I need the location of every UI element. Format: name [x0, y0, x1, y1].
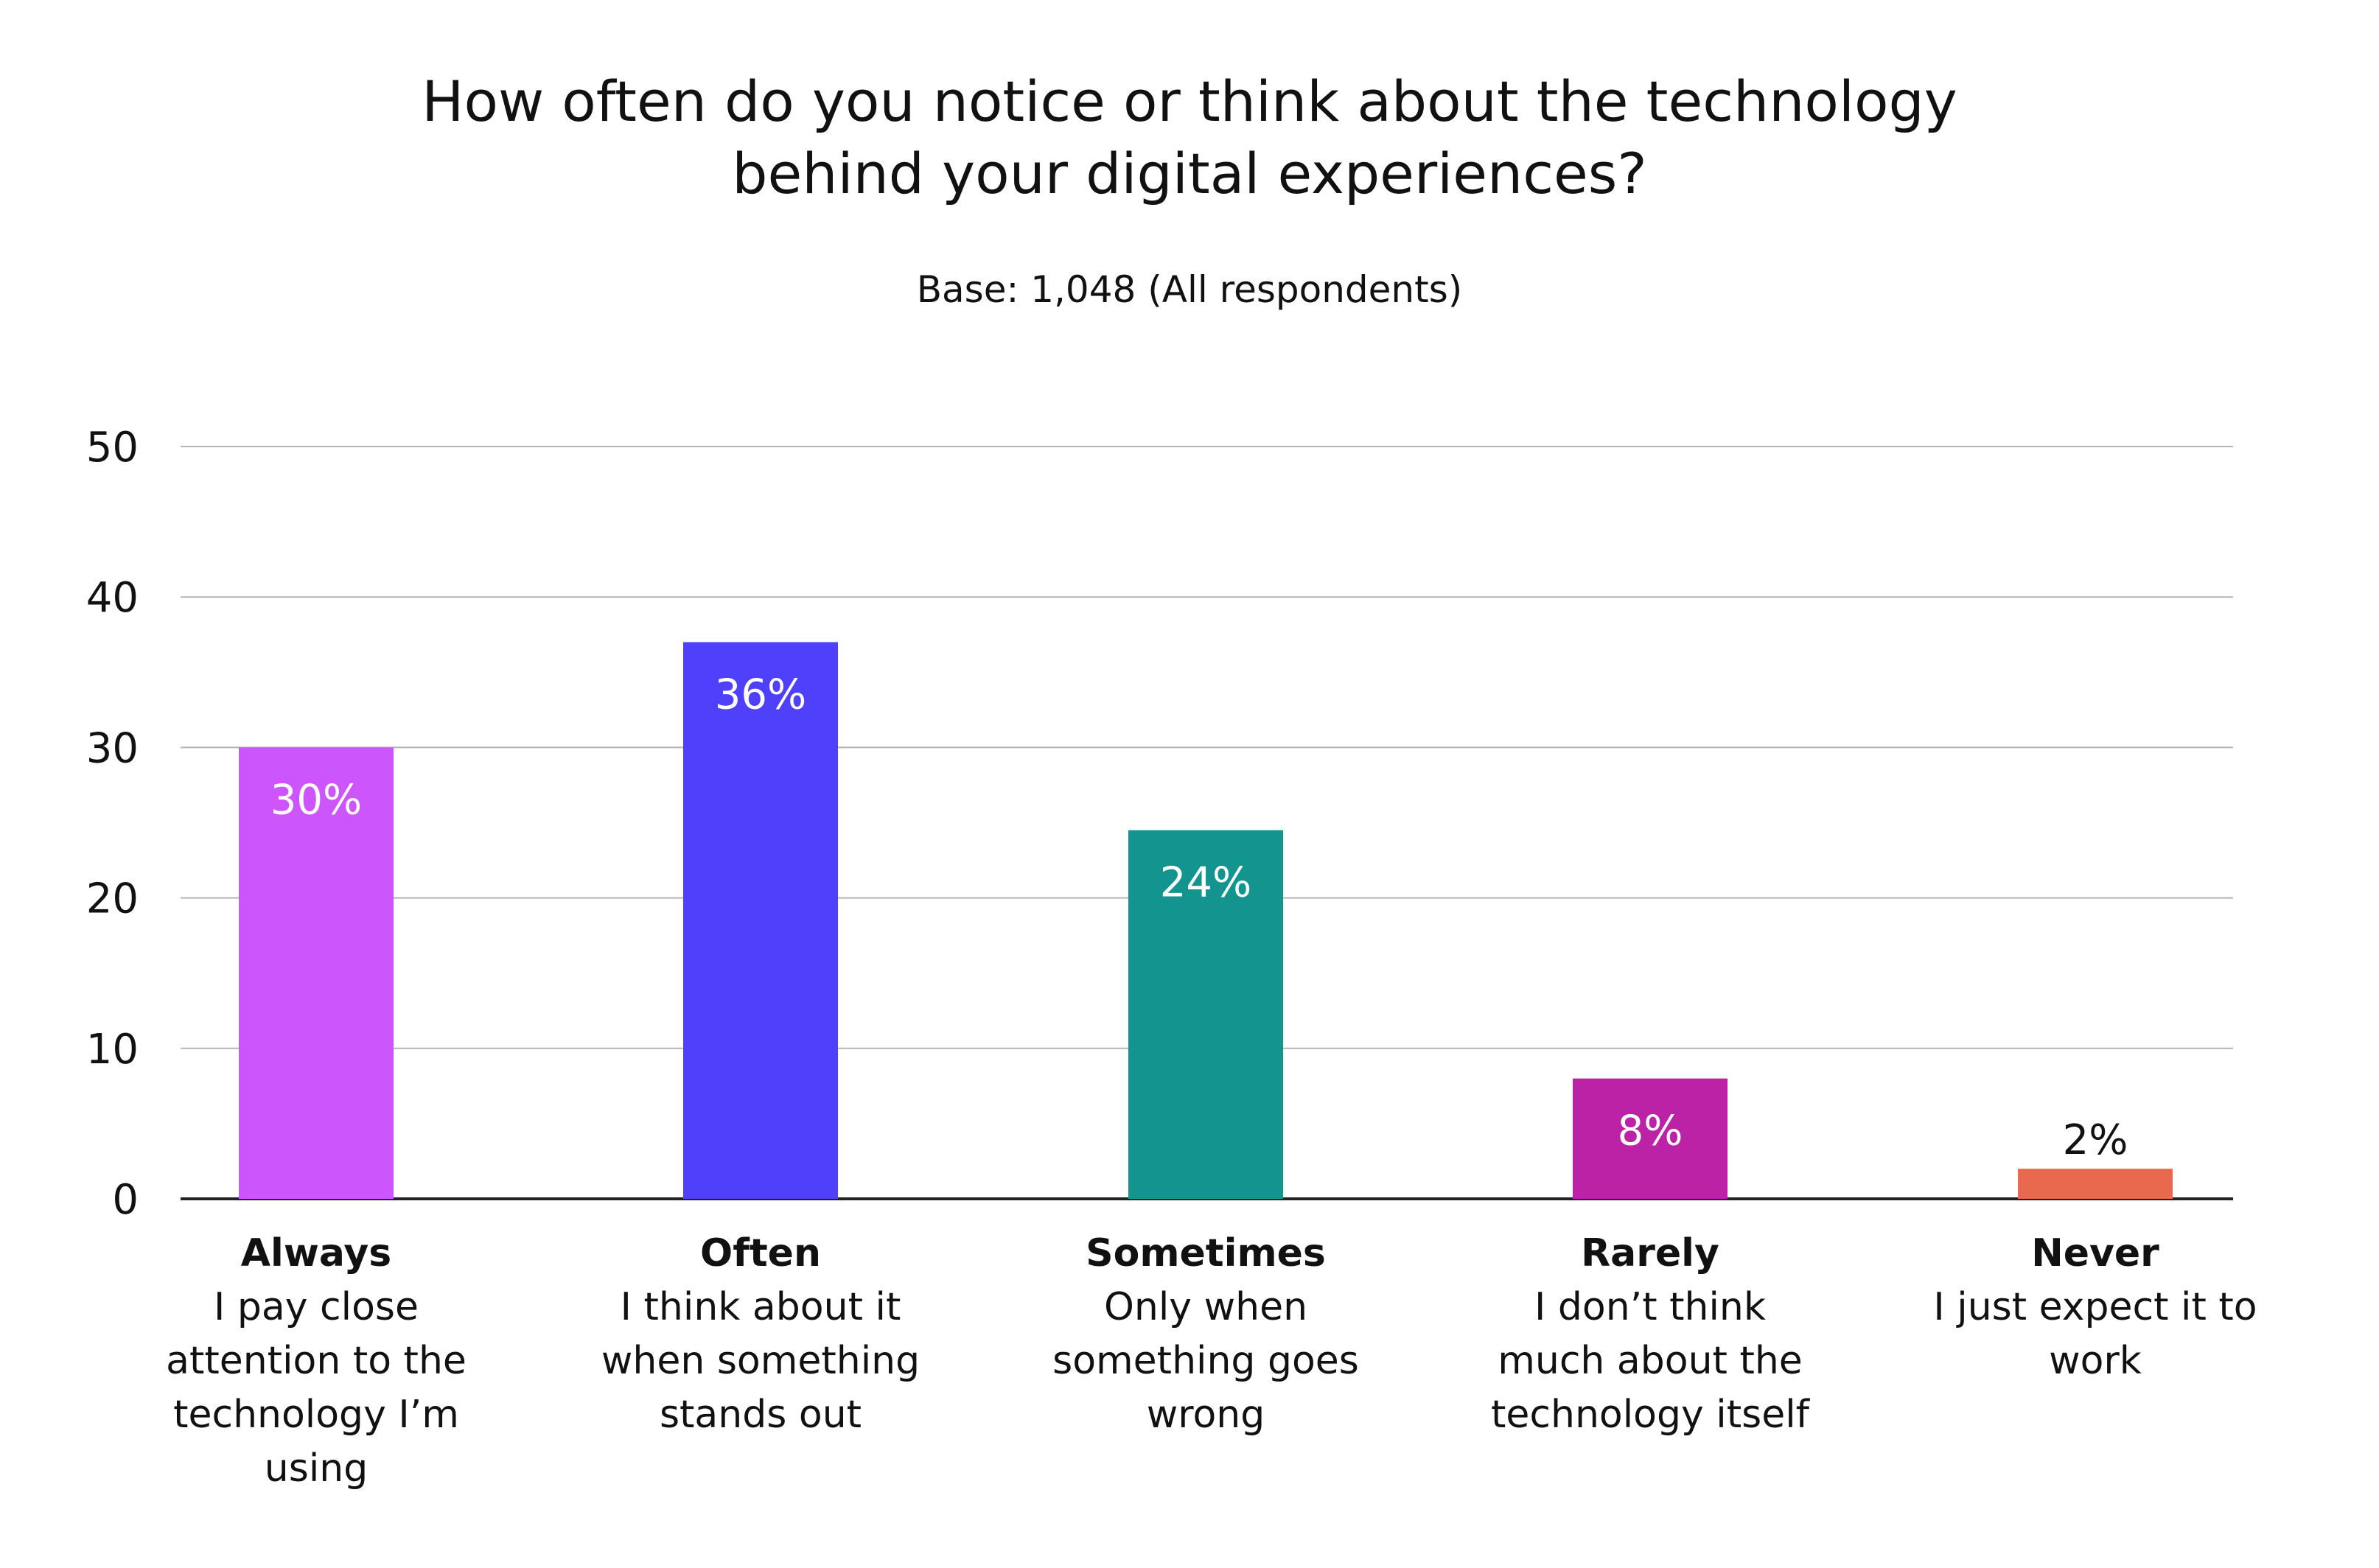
data-label-never: 2% [2063, 1116, 2128, 1164]
category-label-sometimes: Sometimes Only when something goes wrong [1014, 1227, 1397, 1442]
category-name: Never [2031, 1231, 2159, 1275]
chart-title-line-1: How often do you notice or think about t… [422, 69, 1957, 134]
category-description-line: technology itself [1491, 1393, 1809, 1437]
bar-sometimes [1128, 830, 1283, 1199]
category-name: Always [240, 1231, 392, 1275]
y-tick-label-0: 0 [112, 1176, 139, 1224]
y-tick-label-40: 40 [86, 574, 139, 622]
data-label-rarely: 8% [1618, 1107, 1683, 1155]
data-label-often: 36% [715, 671, 806, 718]
category-description-line: something goes [1052, 1339, 1359, 1383]
category-description-line: attention to the [166, 1339, 467, 1383]
y-tick-label-20: 20 [86, 875, 139, 923]
category-description-line: wrong [1146, 1393, 1265, 1437]
category-description-line: work [2049, 1339, 2142, 1383]
y-tick-label-10: 10 [86, 1026, 139, 1074]
data-label-always: 30% [270, 776, 362, 824]
category-description-line: I pay close [214, 1285, 419, 1329]
chart-subtitle: Base: 1,048 (All respondents) [916, 268, 1463, 311]
y-tick-label-50: 50 [86, 424, 139, 472]
category-name: Sometimes [1086, 1231, 1326, 1275]
category-label-often: Often I think about it when something stand… [569, 1227, 952, 1442]
category-description-line: much about the [1498, 1339, 1803, 1383]
category-description-line: using [264, 1446, 368, 1491]
category-description-line: Only when [1103, 1285, 1308, 1329]
chart-title-line-2: behind your digital experiences? [732, 141, 1647, 206]
category-label-rarely: Rarely I don’t think much about the technol… [1459, 1227, 1842, 1442]
category-name: Rarely [1581, 1231, 1719, 1275]
bar-always [239, 747, 394, 1199]
category-description-line: technology I’m [173, 1393, 459, 1437]
category-label-always: Always I pay close attention to the technol… [125, 1227, 508, 1496]
category-description-line: when something [601, 1339, 920, 1383]
category-description-line: I think about it [620, 1285, 901, 1329]
category-description-line: I don’t think [1534, 1285, 1766, 1329]
category-name: Often [700, 1231, 821, 1275]
category-description-line: stands out [659, 1393, 862, 1437]
category-label-never: Never I just expect it to work [1904, 1227, 2287, 1388]
bar-rarely [1573, 1078, 1728, 1199]
bar-never [2018, 1169, 2173, 1199]
category-description-line: I just expect it to [1933, 1285, 2257, 1329]
data-label-sometimes: 24% [1160, 859, 1251, 907]
bar-often [683, 642, 838, 1199]
y-tick-label-30: 30 [86, 724, 139, 772]
